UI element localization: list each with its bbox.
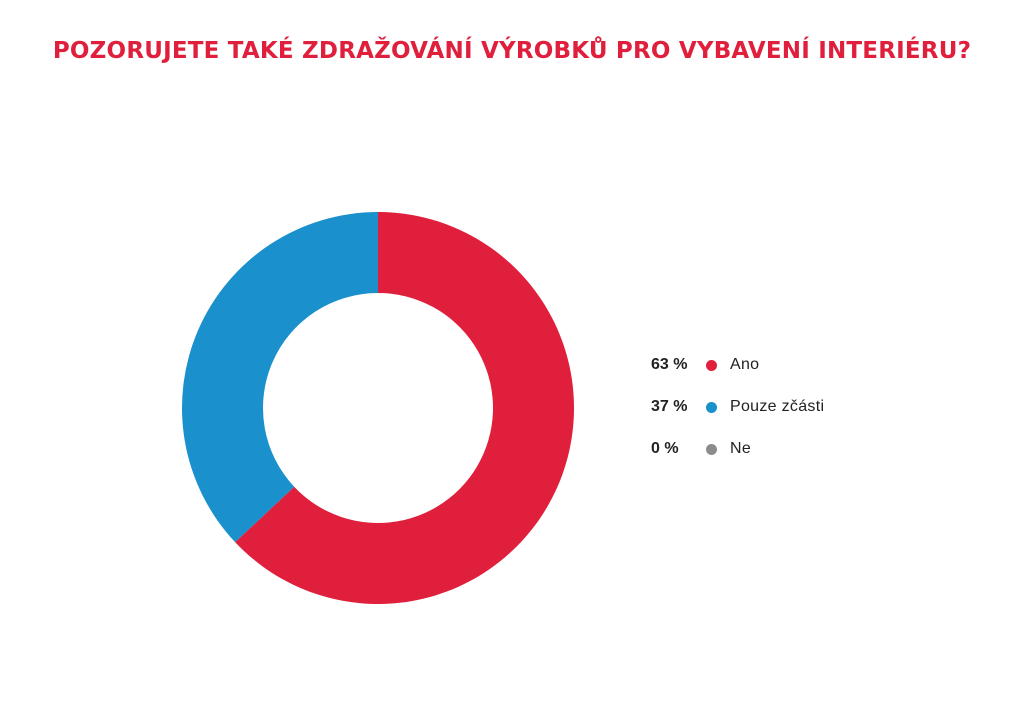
donut-slice-1 (182, 212, 378, 543)
legend-value: 0 % (651, 440, 679, 457)
donut-slice-0 (235, 212, 575, 604)
legend-swatch (706, 402, 717, 413)
legend-label: Ano (730, 356, 760, 373)
legend-label: Ne (730, 440, 752, 457)
legend: 63 % Ano 37 % Pouze zčásti 0 % Ne (651, 354, 911, 480)
legend-item-pouze-zcasti: 37 % Pouze zčásti (651, 396, 911, 438)
legend-item-ano: 63 % Ano (651, 354, 911, 396)
legend-value: 37 % (651, 398, 688, 415)
legend-swatch (706, 444, 717, 455)
chart-title: POZORUJETE TAKÉ ZDRAŽOVÁNÍ VÝROBKŮ PRO V… (52, 38, 972, 64)
legend-swatch (706, 360, 717, 371)
legend-item-ne: 0 % Ne (651, 438, 911, 480)
donut-slices (182, 212, 575, 604)
legend-value: 63 % (651, 356, 688, 373)
legend-label: Pouze zčásti (730, 398, 825, 415)
